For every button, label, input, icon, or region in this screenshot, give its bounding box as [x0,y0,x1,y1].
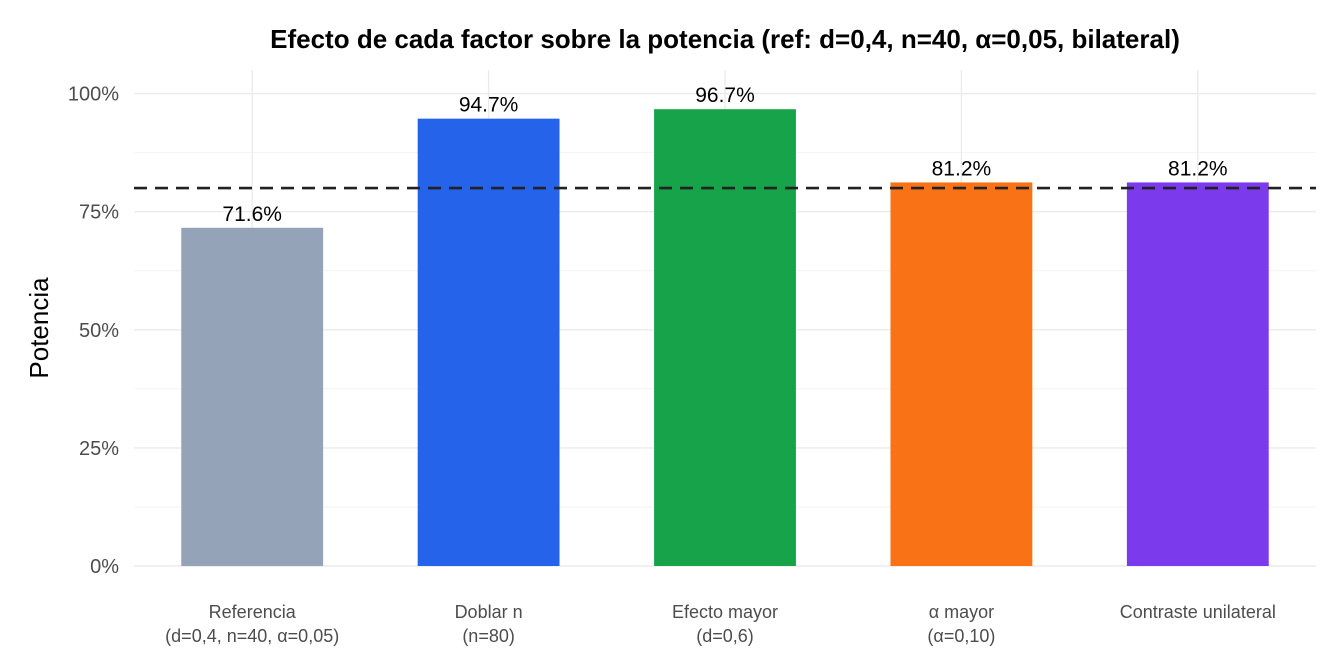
x-tick-label-line: Efecto mayor [672,602,778,622]
data-labels: 71.6% 94.7% 96.7% 81.2% 81.2% [222,84,1227,226]
x-tick-label-line: (d=0,6) [696,626,754,646]
y-tick-label: 50% [79,320,119,342]
x-tick-label: Doblar n (n=80) [455,602,523,646]
x-tick-label-line: (n=80) [462,626,515,646]
bar [654,109,796,567]
x-tick-label-line: Referencia [209,602,297,622]
data-label: 71.6% [222,203,282,226]
x-tick-label-line: α mayor [929,602,994,622]
x-tick-label-line: Contraste unilateral [1120,602,1276,622]
x-tick-label: Efecto mayor (d=0,6) [672,602,778,646]
data-label: 81.2% [1168,157,1228,180]
y-tick-label: 0% [90,556,119,578]
x-tick-label: α mayor (α=0,10) [927,602,995,646]
bar [181,227,324,566]
x-tick-label: Referencia (d=0,4, n=40, α=0,05) [165,602,339,646]
data-label: 81.2% [932,157,992,180]
bars [181,109,1269,567]
y-tick-label: 75% [79,202,119,224]
data-label: 96.7% [695,84,755,107]
y-axis-label: Potencia [24,277,54,379]
data-label: 94.7% [459,94,519,117]
chart-title: Efecto de cada factor sobre la potencia … [270,24,1180,54]
bar [417,118,560,566]
bar [1126,182,1269,566]
x-tick-label-line: (α=0,10) [927,626,995,646]
y-tick-label: 25% [79,438,119,460]
y-tick-label: 100% [68,84,119,106]
x-tick-label-line: (d=0,4, n=40, α=0,05) [165,626,339,646]
x-ticks: Referencia (d=0,4, n=40, α=0,05) Doblar n (… [165,602,1276,646]
x-tick-label: Contraste unilateral [1120,602,1276,622]
bar [890,182,1033,566]
x-tick-label-line: Doblar n [455,602,523,622]
y-ticks: 0% 25% 50% 75% 100% [68,84,119,578]
